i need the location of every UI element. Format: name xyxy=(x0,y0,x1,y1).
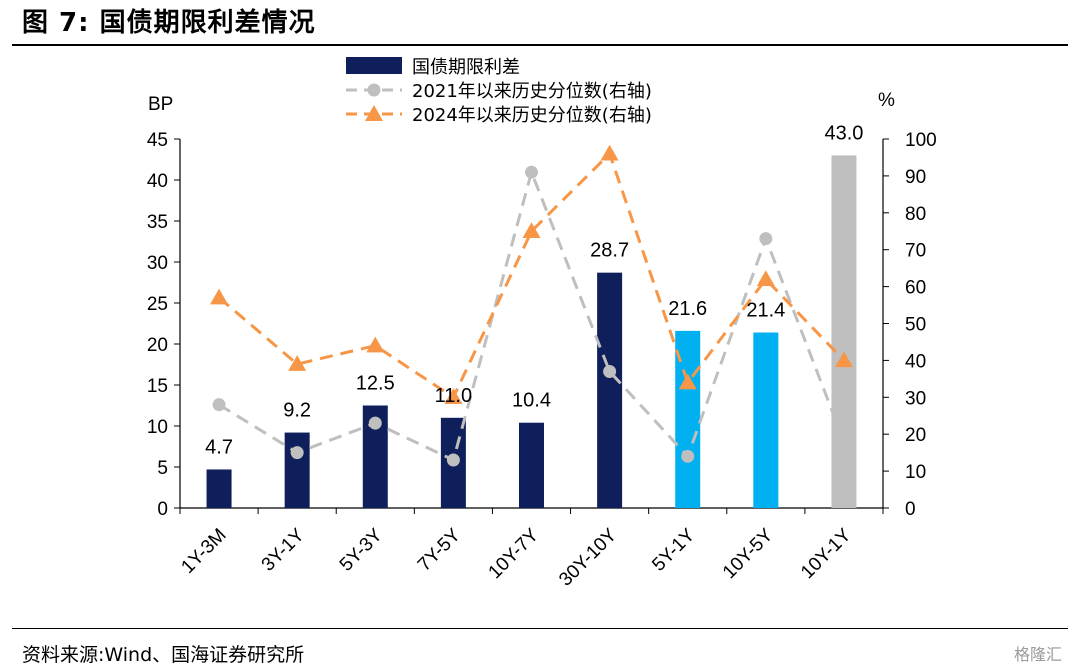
right-tick-label: 80 xyxy=(905,204,926,225)
right-axis-unit: % xyxy=(878,90,895,111)
left-tick-label: 10 xyxy=(147,417,168,438)
pct-2024-point xyxy=(522,222,541,238)
pct-2024-point xyxy=(834,351,853,368)
right-tick-label: 30 xyxy=(905,388,926,409)
legend-swatch-bar xyxy=(346,57,402,74)
source-note: 资料来源:Wind、国海证券研究所 xyxy=(22,644,305,666)
pct-2021-point xyxy=(290,446,304,460)
pct-2024-point xyxy=(600,144,619,161)
legend-swatch-2021-marker xyxy=(367,83,381,97)
legend-label-2024: 2024年以来历史分位数(右轴) xyxy=(412,105,652,126)
legend-label-bar: 国债期限利差 xyxy=(412,57,520,78)
bar xyxy=(519,422,544,508)
left-tick-label: 35 xyxy=(147,212,168,233)
right-tick-label: 90 xyxy=(905,167,926,188)
pct-2021-point xyxy=(681,449,695,463)
bar-value-label: 12.5 xyxy=(356,373,395,395)
pct-2021-point xyxy=(446,453,460,467)
right-tick-label: 10 xyxy=(905,462,926,483)
bar xyxy=(206,469,232,508)
bars-layer xyxy=(206,155,857,508)
bar-value-label: 21.6 xyxy=(668,298,707,320)
x-tick-label: 5Y-3Y xyxy=(336,524,387,575)
x-tick-label: 30Y-10Y xyxy=(555,524,621,590)
title-divider xyxy=(12,44,1068,46)
pct-2021-point xyxy=(525,165,538,179)
left-tick-label: 20 xyxy=(147,335,168,356)
pct-2024-point xyxy=(678,373,697,390)
right-tick-label: 0 xyxy=(905,499,916,520)
bar-value-label: 9.2 xyxy=(283,400,311,422)
left-tick-label: 45 xyxy=(147,130,168,151)
x-tick-label: 10Y-1Y xyxy=(797,524,856,583)
bar xyxy=(597,272,623,508)
source-divider xyxy=(12,628,1068,629)
x-tick-label: 1Y-3M xyxy=(177,525,230,578)
right-tick-label: 70 xyxy=(905,241,926,262)
right-tick-label: 20 xyxy=(905,425,926,446)
right-tick-label: 40 xyxy=(905,351,926,372)
right-tick-label: 60 xyxy=(905,278,926,299)
chart-canvas: 0 5 10 15 20 25 30 35 40 45 0 10 20 30 40 50 60 70 80 90 100… xyxy=(147,57,937,591)
left-tick-label: 15 xyxy=(147,376,168,397)
pct-2024-line xyxy=(218,151,846,400)
legend: 国债期限利差 2021年以来历史分位数(右轴) 2024年以来历史分位数(右轴) xyxy=(346,57,652,126)
watermark: 格隆汇 xyxy=(1013,645,1062,664)
x-tick-label: 3Y-1Y xyxy=(258,524,309,575)
pct-2024-point xyxy=(288,355,307,371)
lines-layer xyxy=(210,144,853,467)
left-tick-label: 25 xyxy=(147,294,168,315)
left-tick-label: 0 xyxy=(157,499,168,520)
chart-title: 图 7: 国债期限利差情况 xyxy=(22,8,316,38)
left-axis-unit: BP xyxy=(148,94,173,115)
x-tick-label: 10Y-7Y xyxy=(485,524,544,583)
bar-value-label: 11.0 xyxy=(435,385,472,407)
bar xyxy=(831,155,857,508)
bar xyxy=(284,432,310,508)
pct-2024-point xyxy=(756,270,775,286)
bar-value-label: 21.4 xyxy=(746,300,785,322)
axes-layer: 0 5 10 15 20 25 30 35 40 45 0 10 20 30 40 50 60 70 80 90 100… xyxy=(147,90,937,591)
right-tick-label: 100 xyxy=(905,130,937,151)
left-tick-label: 5 xyxy=(157,458,168,479)
legend-swatch-2024-marker xyxy=(365,105,383,121)
pct-2024-point xyxy=(366,336,385,353)
bar-value-label: 4.7 xyxy=(205,436,233,458)
pct-2021-point xyxy=(212,398,226,412)
pct-2021-point xyxy=(837,435,851,449)
pct-2024-point xyxy=(444,388,463,405)
left-tick-label: 30 xyxy=(147,253,168,274)
pct-2021-point xyxy=(759,232,773,246)
bar-value-label: 28.7 xyxy=(590,240,629,262)
bar-value-label: 43.0 xyxy=(824,122,863,144)
legend-label-2021: 2021年以来历史分位数(右轴) xyxy=(412,81,652,102)
bar xyxy=(753,332,779,508)
pct-2024-point xyxy=(210,288,229,305)
x-tick-label: 7Y-5Y xyxy=(414,524,465,575)
pct-2021-point xyxy=(603,364,617,378)
x-tick-label: 5Y-1Y xyxy=(648,524,699,575)
pct-2021-point xyxy=(368,416,382,430)
bar-value-label: 10.4 xyxy=(512,390,551,412)
left-tick-label: 40 xyxy=(147,171,168,192)
x-tick-label: 10Y-5Y xyxy=(719,524,778,583)
right-tick-label: 50 xyxy=(905,315,926,336)
labels-layer: 4.7 9.2 12.5 11.0 10.4 28.7 21.6 21.4 43.0 xyxy=(205,122,863,458)
